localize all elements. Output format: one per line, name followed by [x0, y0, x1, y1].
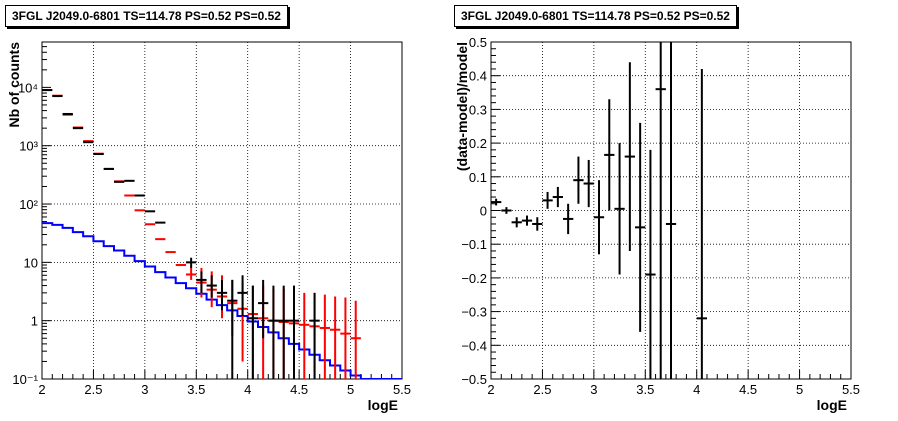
y-tick-label: 0.5 [469, 35, 487, 50]
y-tick-label: −0.1 [461, 237, 487, 252]
x-tick-label: 5.5 [393, 382, 411, 397]
y-tick-label: −0.4 [461, 338, 487, 353]
y-tick-label: 0.4 [469, 69, 487, 84]
x-tick-label: 2.5 [84, 382, 102, 397]
y-tick-label: 10⁴ [18, 80, 38, 95]
y-axis-label: (data-model)/model [454, 42, 470, 171]
y-tick-label: 10³ [19, 139, 38, 154]
x-tick-label: 5 [347, 382, 354, 397]
x-tick-label: 5.5 [842, 382, 860, 397]
counts-panel: 2 2.5 3 3.5 4 4.5 5 5.5 10⁻¹ 1 10 10² 10³ 10⁴ logE Nb o… [6, 41, 411, 413]
y-tick-label: 0 [480, 204, 487, 219]
x-axis-label: logE [368, 397, 398, 413]
y-tick-label: 10² [19, 197, 38, 212]
y-axis-label: Nb of counts [6, 42, 22, 128]
x-tick-label: 2.5 [533, 382, 551, 397]
y-tick-label: −0.3 [461, 305, 487, 320]
x-tick-label: 4.5 [739, 382, 757, 397]
x-tick-label: 4 [693, 382, 700, 397]
x-tick-label: 5 [796, 382, 803, 397]
y-tick-label: 10 [24, 255, 38, 270]
y-tick-label: 1 [31, 314, 38, 329]
x-tick-label: 4.5 [290, 382, 308, 397]
residuals-panel: 2 2.5 3 3.5 4 4.5 5 5.5 −0.5 −0.4 −0.3 −0.2 −0.1 0 0.1… [454, 35, 860, 413]
left-chart-title: 3FGL J2049.0-6801 TS=114.78 PS=0.52 PS=0… [5, 5, 288, 27]
y-tick-label: −0.2 [461, 271, 487, 286]
y-tick-label: 0.1 [469, 170, 487, 185]
x-tick-label: 3 [590, 382, 597, 397]
x-tick-label: 3.5 [636, 382, 654, 397]
x-tick-label: 3 [141, 382, 148, 397]
x-tick-label: 4 [244, 382, 251, 397]
y-tick-label: 0.2 [469, 136, 487, 151]
x-tick-label: 3.5 [187, 382, 205, 397]
y-tick-label: −0.5 [461, 372, 487, 387]
x-tick-label: 2 [487, 382, 494, 397]
x-axis-label: logE [817, 397, 847, 413]
x-tick-label: 2 [38, 382, 45, 397]
y-tick-label: 10⁻¹ [12, 372, 38, 387]
series-group [491, 42, 707, 379]
series-group [42, 89, 402, 379]
right-chart-title: 3FGL J2049.0-6801 TS=114.78 PS=0.52 PS=0… [454, 5, 737, 27]
plot-frame [41, 41, 403, 380]
model-step-line [42, 222, 402, 379]
y-tick-label: 0.3 [469, 102, 487, 117]
